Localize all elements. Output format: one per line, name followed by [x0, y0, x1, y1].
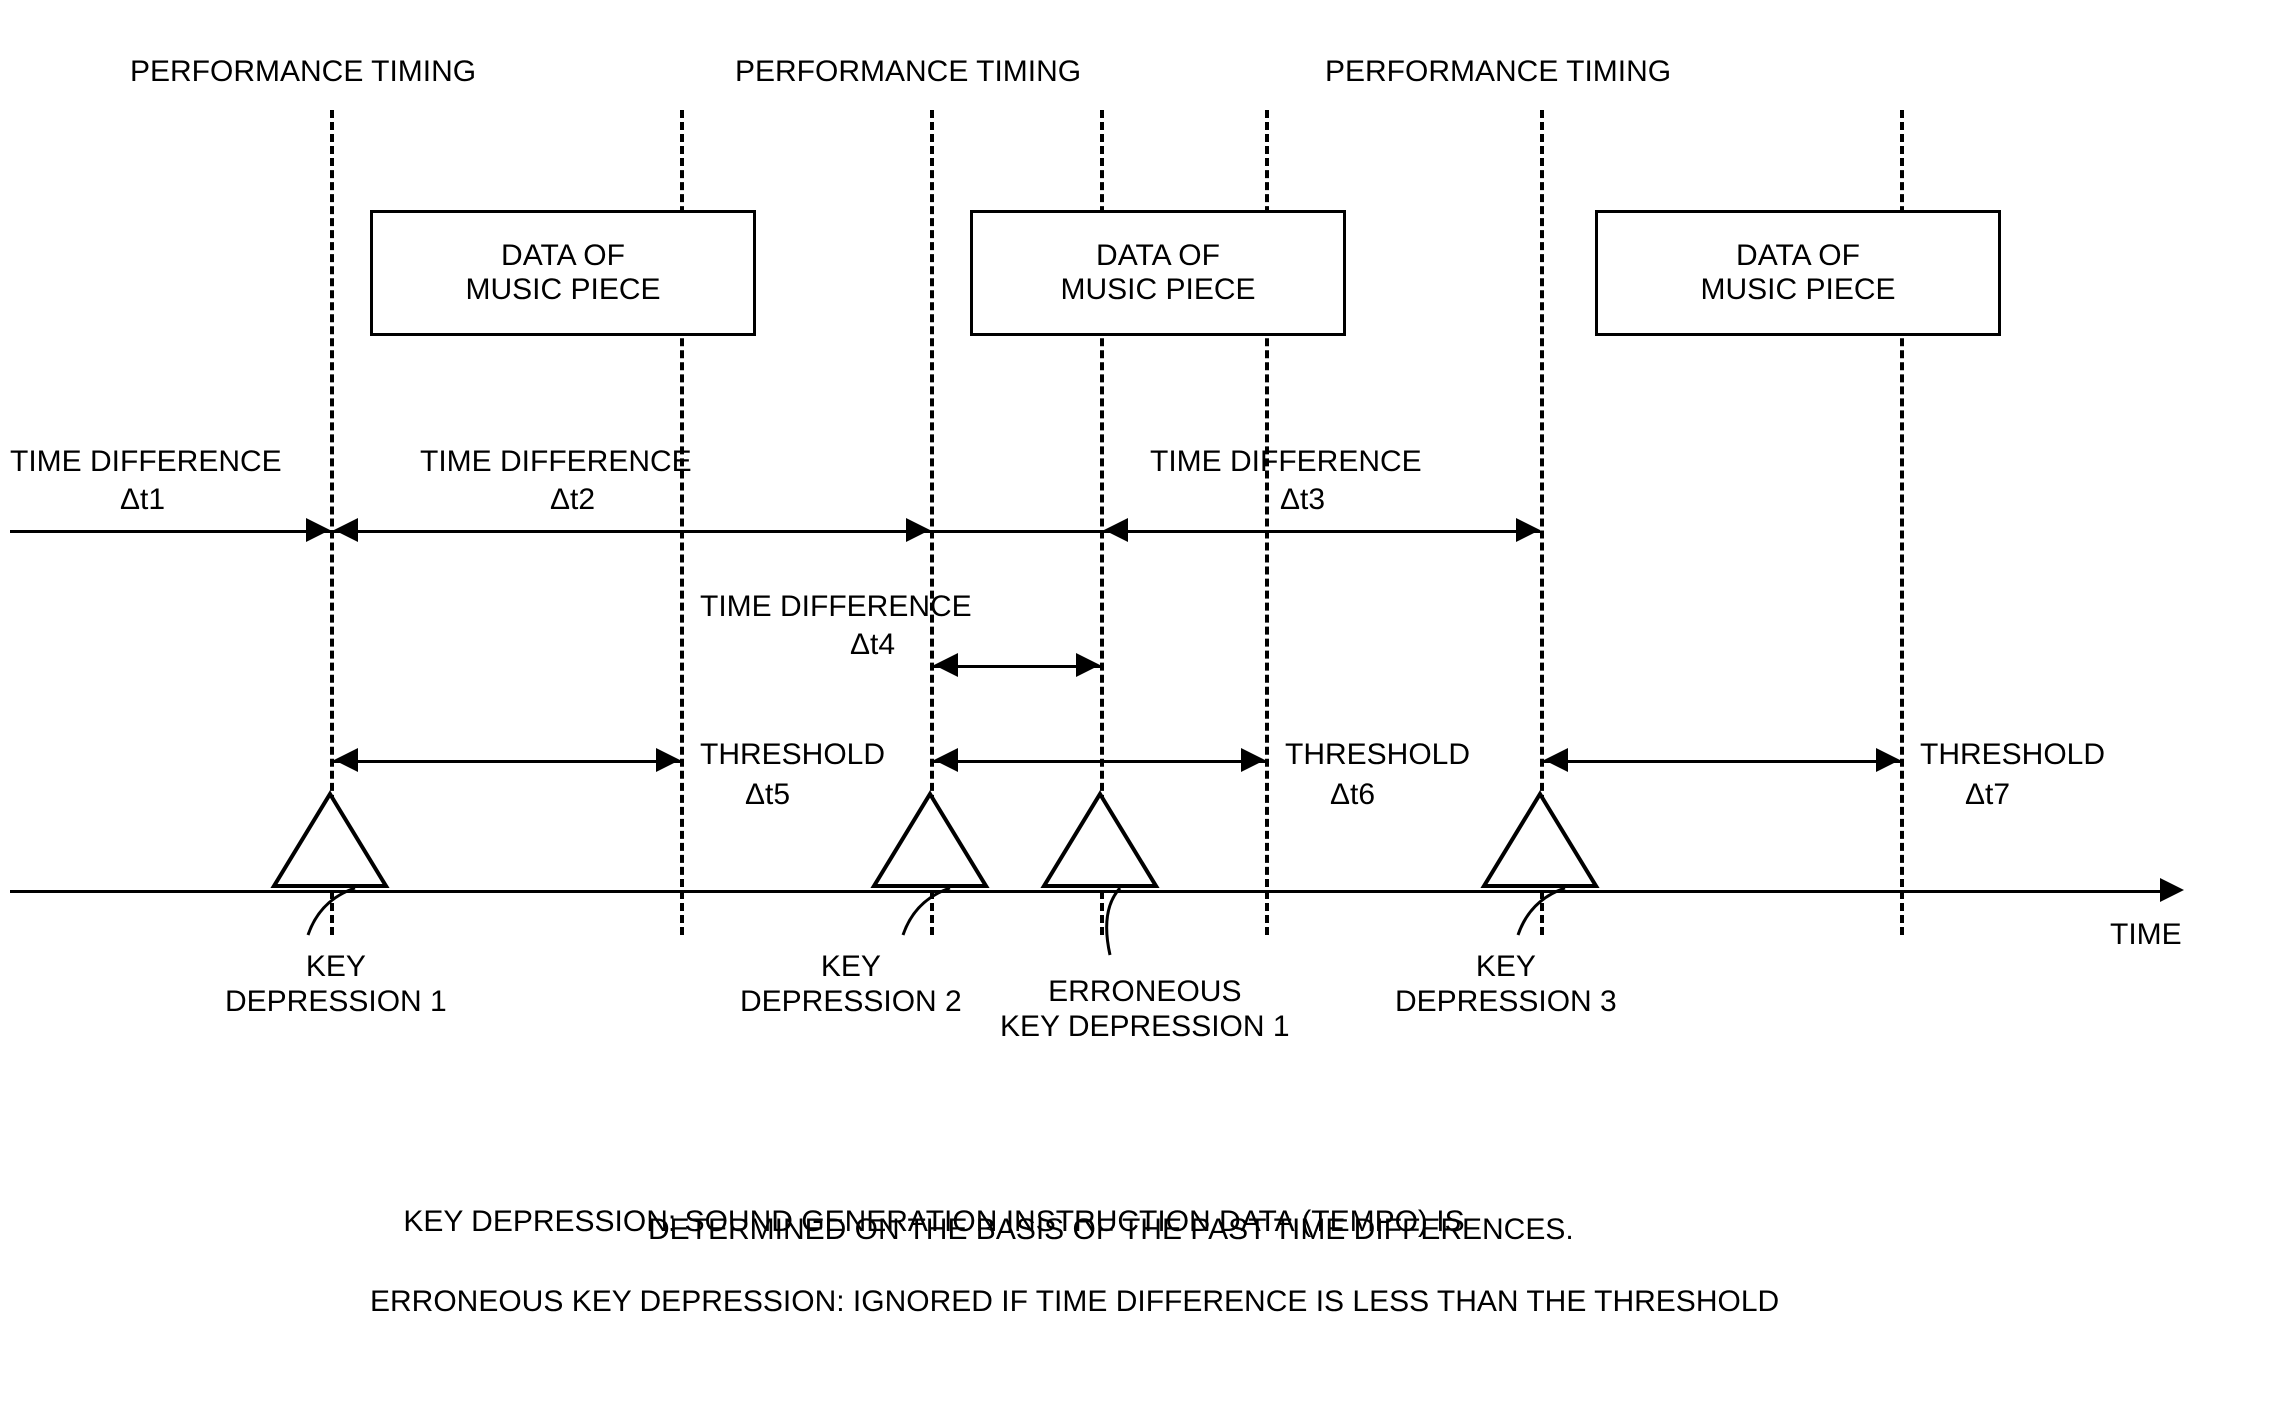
dt-row-axis: [10, 530, 1540, 533]
thr5-arrow-right: [656, 748, 680, 772]
thr6-arrow-left: [934, 748, 958, 772]
dt2-arrow-right: [906, 518, 930, 542]
label-kd3: KEY DEPRESSION 3: [1395, 950, 1617, 1019]
dt4-arrow-left: [934, 653, 958, 677]
leader-kd3: [1510, 880, 1580, 955]
thr6-label: THRESHOLD: [1285, 738, 1470, 773]
leader-ekd1: [1095, 880, 1165, 975]
note-1-prefix: KEY DEPRESSION:: [403, 1205, 684, 1238]
diagram-canvas: PERFORMANCE TIMING PERFORMANCE TIMING PE…: [0, 0, 2284, 1421]
thr5-arrow-left: [334, 748, 358, 772]
dt4-arrow-right: [1076, 653, 1100, 677]
time-axis-label: TIME: [2110, 918, 2182, 953]
thr7-arrow-right: [1876, 748, 1900, 772]
thr5-line: [330, 760, 680, 763]
header-perf-3: PERFORMANCE TIMING: [1325, 55, 1671, 90]
dt4-value: Δt4: [850, 628, 895, 663]
dt3-label: TIME DIFFERENCE: [1150, 445, 1422, 480]
triangle-kd2: [870, 790, 990, 890]
box-data-music-2: DATA OF MUSIC PIECE: [970, 210, 1346, 336]
label-kd1: KEY DEPRESSION 1: [225, 950, 447, 1019]
box-1-text: DATA OF MUSIC PIECE: [465, 239, 660, 308]
thr7-label: THRESHOLD: [1920, 738, 2105, 773]
dt1-arrow-right: [306, 518, 330, 542]
dt2-value: Δt2: [550, 483, 595, 518]
thr6-line: [930, 760, 1265, 763]
thr7-value: Δt7: [1965, 778, 2010, 813]
header-perf-1: PERFORMANCE TIMING: [130, 55, 476, 90]
dt3-arrow-right: [1516, 518, 1540, 542]
dt1-value: Δt1: [120, 483, 165, 518]
dt2-arrow-left: [334, 518, 358, 542]
label-ekd1: ERRONEOUS KEY DEPRESSION 1: [1000, 975, 1290, 1044]
thr7-arrow-left: [1544, 748, 1568, 772]
header-perf-2: PERFORMANCE TIMING: [735, 55, 1081, 90]
thr5-value: Δt5: [745, 778, 790, 813]
triangle-ekd1: [1040, 790, 1160, 890]
thr6-value: Δt6: [1330, 778, 1375, 813]
dt3-arrow-left: [1104, 518, 1128, 542]
triangle-kd1: [270, 790, 390, 890]
note-line-1c: DETERMINED ON THE BASIS OF THE PAST TIME…: [648, 1213, 1574, 1248]
dt4-label: TIME DIFFERENCE: [700, 590, 972, 625]
box-2-text: DATA OF MUSIC PIECE: [1060, 239, 1255, 308]
leader-kd1: [300, 880, 370, 955]
leader-kd2: [895, 880, 965, 955]
thr6-arrow-right: [1241, 748, 1265, 772]
time-axis-arrow: [2160, 878, 2184, 902]
box-data-music-1: DATA OF MUSIC PIECE: [370, 210, 756, 336]
dt2-label: TIME DIFFERENCE: [420, 445, 692, 480]
note-line-2: ERRONEOUS KEY DEPRESSION: IGNORED IF TIM…: [370, 1285, 1779, 1320]
label-kd2: KEY DEPRESSION 2: [740, 950, 962, 1019]
box-3-text: DATA OF MUSIC PIECE: [1700, 239, 1895, 308]
dt1-label: TIME DIFFERENCE: [10, 445, 282, 480]
thr7-line: [1540, 760, 1900, 763]
thr5-label: THRESHOLD: [700, 738, 885, 773]
triangle-kd3: [1480, 790, 1600, 890]
dt3-value: Δt3: [1280, 483, 1325, 518]
box-data-music-3: DATA OF MUSIC PIECE: [1595, 210, 2001, 336]
